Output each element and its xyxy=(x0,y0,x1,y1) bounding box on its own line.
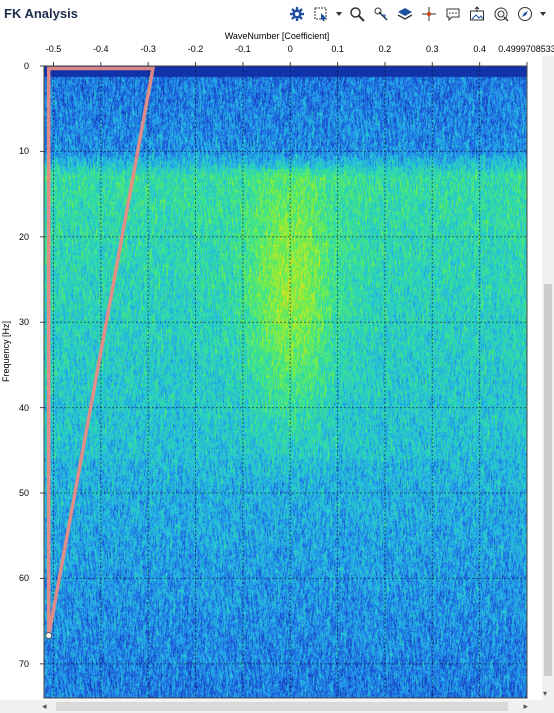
y-axis-title: Frequency [Hz] xyxy=(1,320,11,382)
fk-spectrum-heatmap[interactable] xyxy=(44,66,527,698)
compass-icon[interactable] xyxy=(514,3,536,25)
y-tick-label: 0 xyxy=(23,61,29,71)
x-tick-label: -0.5 xyxy=(45,44,62,54)
y-tick-label: 30 xyxy=(18,317,29,328)
x-tick-label: 0.4999708533 xyxy=(498,44,554,54)
title-bar: FK Analysis xyxy=(0,0,554,28)
zoom-icon[interactable] xyxy=(346,3,368,25)
x-tick-label: 0.1 xyxy=(331,44,344,54)
x-tick-label: -0.3 xyxy=(140,44,156,54)
x-tick-label: 0.4 xyxy=(473,44,486,54)
layers-icon[interactable] xyxy=(394,3,416,25)
pick-icon[interactable] xyxy=(370,3,392,25)
x-tick-label: 0.3 xyxy=(426,44,439,54)
y-tick-label: 10 xyxy=(18,146,29,157)
scroll-right-arrow-icon[interactable]: ▸ xyxy=(523,701,528,711)
dropdown-icon[interactable] xyxy=(334,3,344,25)
horizontal-scroll-thumb[interactable] xyxy=(56,702,508,711)
x-tick-label: 0.2 xyxy=(378,44,392,54)
x-tick-label: -0.1 xyxy=(235,44,251,54)
x-tick-label: -0.4 xyxy=(93,44,109,54)
toolbar-dropdown-icon[interactable] xyxy=(538,3,548,25)
x-axis-title: WaveNumber [Coefficient] xyxy=(224,31,330,41)
x-tick-label: -0.2 xyxy=(187,44,204,54)
comment-icon[interactable] xyxy=(442,3,464,25)
x-tick-label: 0 xyxy=(287,44,293,54)
vertical-scrollbar[interactable]: ▾ xyxy=(542,56,554,700)
settings-icon[interactable] xyxy=(286,3,308,25)
scroll-left-arrow-icon[interactable]: ◂ xyxy=(42,701,47,711)
y-tick-label: 50 xyxy=(18,488,29,499)
toolbar xyxy=(286,3,548,25)
window-title: FK Analysis xyxy=(4,6,78,21)
export-image-icon[interactable] xyxy=(466,3,488,25)
fit-view-icon[interactable] xyxy=(490,3,512,25)
y-tick-label: 70 xyxy=(18,658,29,669)
y-tick-label: 20 xyxy=(18,231,29,242)
y-tick-label: 60 xyxy=(18,573,29,584)
scroll-down-arrow-icon[interactable]: ▾ xyxy=(543,689,548,698)
y-tick-label: 40 xyxy=(18,402,29,413)
horizontal-scrollbar[interactable]: ◂ ▸ xyxy=(0,700,554,713)
vertical-scroll-thumb[interactable] xyxy=(544,284,552,676)
select-region-icon[interactable] xyxy=(310,3,332,25)
crosshair-icon[interactable] xyxy=(418,3,440,25)
